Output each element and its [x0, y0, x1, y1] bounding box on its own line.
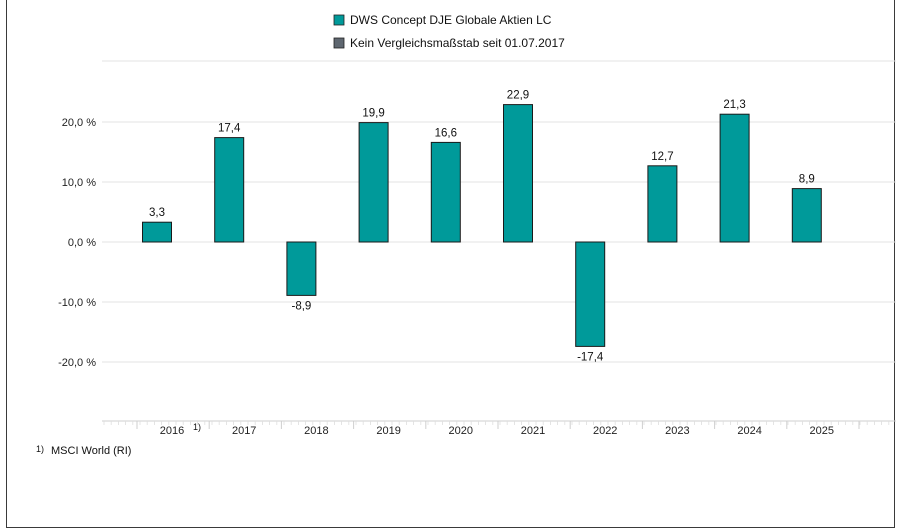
- x-tick-label-2021: 2021: [521, 425, 545, 437]
- footnote-text: MSCI World (RI): [51, 445, 131, 457]
- bar-2018[interactable]: [286, 241, 317, 296]
- data-label-2025: 8,9: [799, 174, 815, 186]
- x-tick-label-2022: 2022: [593, 425, 617, 437]
- x-tick-label-2024: 2024: [737, 425, 761, 437]
- legend-swatch-benchmark: [333, 37, 345, 49]
- y-tick-label: 0,0 %: [68, 237, 96, 249]
- legend-swatch-fund: [333, 14, 345, 26]
- data-label-2022: -17,4: [577, 351, 604, 363]
- y-axis-ticks: -20,0 % -10,0 % 0,0 % 10,0 % 20,0 %: [58, 117, 96, 369]
- x-tick-label-2019: 2019: [376, 425, 400, 437]
- y-tick-label: -20,0 %: [58, 357, 96, 369]
- x-axis: 2016 1) 2017 2018 2019 2020 2021 2022 2023 2024 20…: [102, 420, 896, 437]
- data-label-2016: 3,3: [149, 207, 165, 219]
- bar-2024[interactable]: [719, 113, 750, 243]
- legend-label-fund: DWS Concept DJE Globale Aktien LC: [350, 13, 552, 27]
- bar-2016[interactable]: [142, 221, 172, 243]
- data-label-2020: 16,6: [435, 127, 457, 139]
- y-tick-label: 20,0 %: [62, 117, 96, 129]
- x-tick-label-2016: 2016: [160, 425, 184, 437]
- x-tick-label-2017: 2017: [232, 425, 256, 437]
- bar-2019[interactable]: [358, 122, 389, 243]
- x-tick-label-2020: 2020: [449, 425, 473, 437]
- bar-2017[interactable]: [214, 137, 245, 243]
- x-tick-label-2025: 2025: [810, 425, 834, 437]
- bar-2023[interactable]: [647, 165, 678, 243]
- data-label-2024: 21,3: [723, 99, 745, 111]
- bar-2022[interactable]: [575, 241, 606, 347]
- gridlines: [102, 60, 896, 363]
- footnote: 1) MSCI World (RI): [36, 444, 131, 457]
- data-label-2019: 19,9: [362, 108, 384, 120]
- data-label-2023: 12,7: [651, 151, 673, 163]
- legend-label-benchmark: Kein Vergleichsmaßstab seit 01.07.2017: [350, 36, 565, 50]
- legend: DWS Concept DJE Globale Aktien LC Kein V…: [333, 13, 565, 50]
- bar-2020[interactable]: [430, 141, 461, 243]
- data-label-2017: 17,4: [218, 123, 241, 135]
- y-tick-label: -10,0 %: [58, 297, 96, 309]
- legend-item-benchmark[interactable]: Kein Vergleichsmaßstab seit 01.07.2017: [333, 36, 565, 50]
- x-tick-footnote-marker: 1): [193, 422, 201, 432]
- bar-2021[interactable]: [503, 104, 533, 243]
- data-labels: 3,3 17,4 -8,9 19,9 16,6 22,9 -17,4 12,7 21,3 8,9: [149, 90, 815, 364]
- data-label-2018: -8,9: [291, 300, 311, 312]
- footnote-marker: 1): [36, 444, 44, 454]
- x-tick-label-2023: 2023: [665, 425, 689, 437]
- legend-item-fund[interactable]: DWS Concept DJE Globale Aktien LC: [333, 13, 552, 27]
- data-label-2021: 22,9: [507, 90, 529, 102]
- bar-2025[interactable]: [791, 188, 822, 243]
- bars: [142, 104, 822, 347]
- chart-frame: [6, 0, 895, 528]
- y-tick-label: 10,0 %: [62, 177, 96, 189]
- x-tick-label-2018: 2018: [304, 425, 328, 437]
